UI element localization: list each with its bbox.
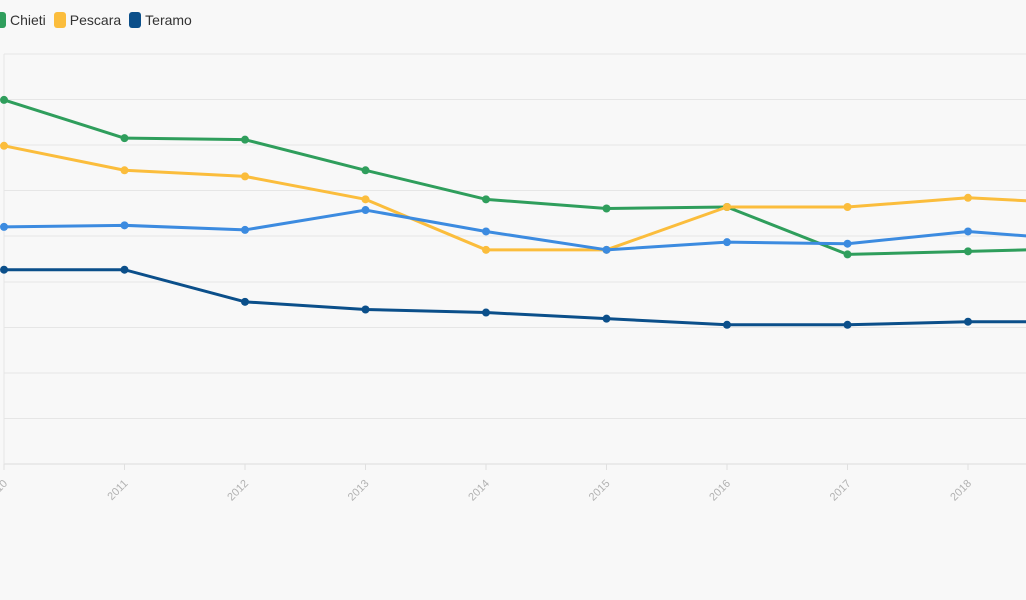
x-tick-labels: 2010201120122013201420152016201720182019 [0,478,974,504]
series-chieti [0,95,1026,259]
data-point-series-3[interactable] [482,227,490,236]
data-point-pescara[interactable] [843,202,852,211]
legend-swatch-teramo [129,12,142,28]
data-point-series-3[interactable] [120,221,129,230]
x-tick-label: 2016 [707,478,733,504]
series-line-teramo [2,268,1026,327]
series-lines [0,95,1026,329]
data-point-pescara[interactable] [0,141,8,150]
series-series-3 [0,206,1026,254]
data-point-pescara[interactable] [723,202,731,211]
series-pescara [0,141,1026,254]
x-tick-label: 2013 [346,478,372,504]
chart-legend: Chieti Pescara Teramo [0,12,192,28]
x-tick-label: 2010 [0,478,10,504]
data-point-series-3[interactable] [602,245,611,254]
data-point-series-3[interactable] [361,206,370,215]
data-point-chieti[interactable] [964,247,972,256]
data-point-chieti[interactable] [0,95,8,104]
data-point-teramo[interactable] [723,320,731,329]
x-tick-label: 2014 [466,478,492,504]
legend-label-teramo: Teramo [145,12,192,28]
legend-item-chieti[interactable]: Chieti [0,12,46,28]
series-line-pescara [2,144,1026,252]
x-tick-label: 2012 [225,478,251,504]
data-point-teramo[interactable] [0,265,8,274]
data-point-teramo[interactable] [120,265,129,274]
x-tick-label: 2018 [948,478,974,504]
data-point-chieti[interactable] [361,166,370,175]
data-point-chieti[interactable] [120,134,129,143]
data-point-pescara[interactable] [120,166,129,175]
series-teramo [0,265,1026,329]
data-point-chieti[interactable] [602,204,611,213]
data-point-series-3[interactable] [0,222,8,231]
series-line-series-3 [2,208,1026,252]
x-tick-label: 2015 [587,478,613,504]
data-point-chieti[interactable] [482,195,490,204]
x-tick-label: 2011 [105,478,130,503]
data-point-pescara[interactable] [482,245,490,254]
grid-lines [3,53,1026,464]
legend-label-pescara: Pescara [69,12,122,28]
data-point-pescara[interactable] [964,193,972,202]
data-point-teramo[interactable] [843,320,852,329]
data-point-series-3[interactable] [843,239,852,248]
data-point-series-3[interactable] [723,238,731,247]
legend-swatch-pescara [53,12,66,28]
data-point-chieti[interactable] [843,250,852,259]
legend-swatch-chieti [0,12,6,28]
data-point-chieti[interactable] [241,135,249,144]
data-point-teramo[interactable] [964,317,972,326]
x-axis [3,463,1026,470]
legend-label-chieti: Chieti [10,12,46,28]
x-tick-label: 2017 [828,478,854,504]
data-point-teramo[interactable] [361,305,370,314]
legend-item-teramo[interactable]: Teramo [129,12,192,28]
data-point-teramo[interactable] [482,308,490,317]
data-point-pescara[interactable] [361,195,370,204]
legend-item-pescara[interactable]: Pescara [53,12,122,28]
data-point-teramo[interactable] [602,314,611,323]
data-point-series-3[interactable] [964,227,972,236]
data-point-series-3[interactable] [241,225,249,234]
series-line-chieti [2,98,1026,256]
data-point-teramo[interactable] [241,297,249,306]
data-point-pescara[interactable] [241,172,249,181]
